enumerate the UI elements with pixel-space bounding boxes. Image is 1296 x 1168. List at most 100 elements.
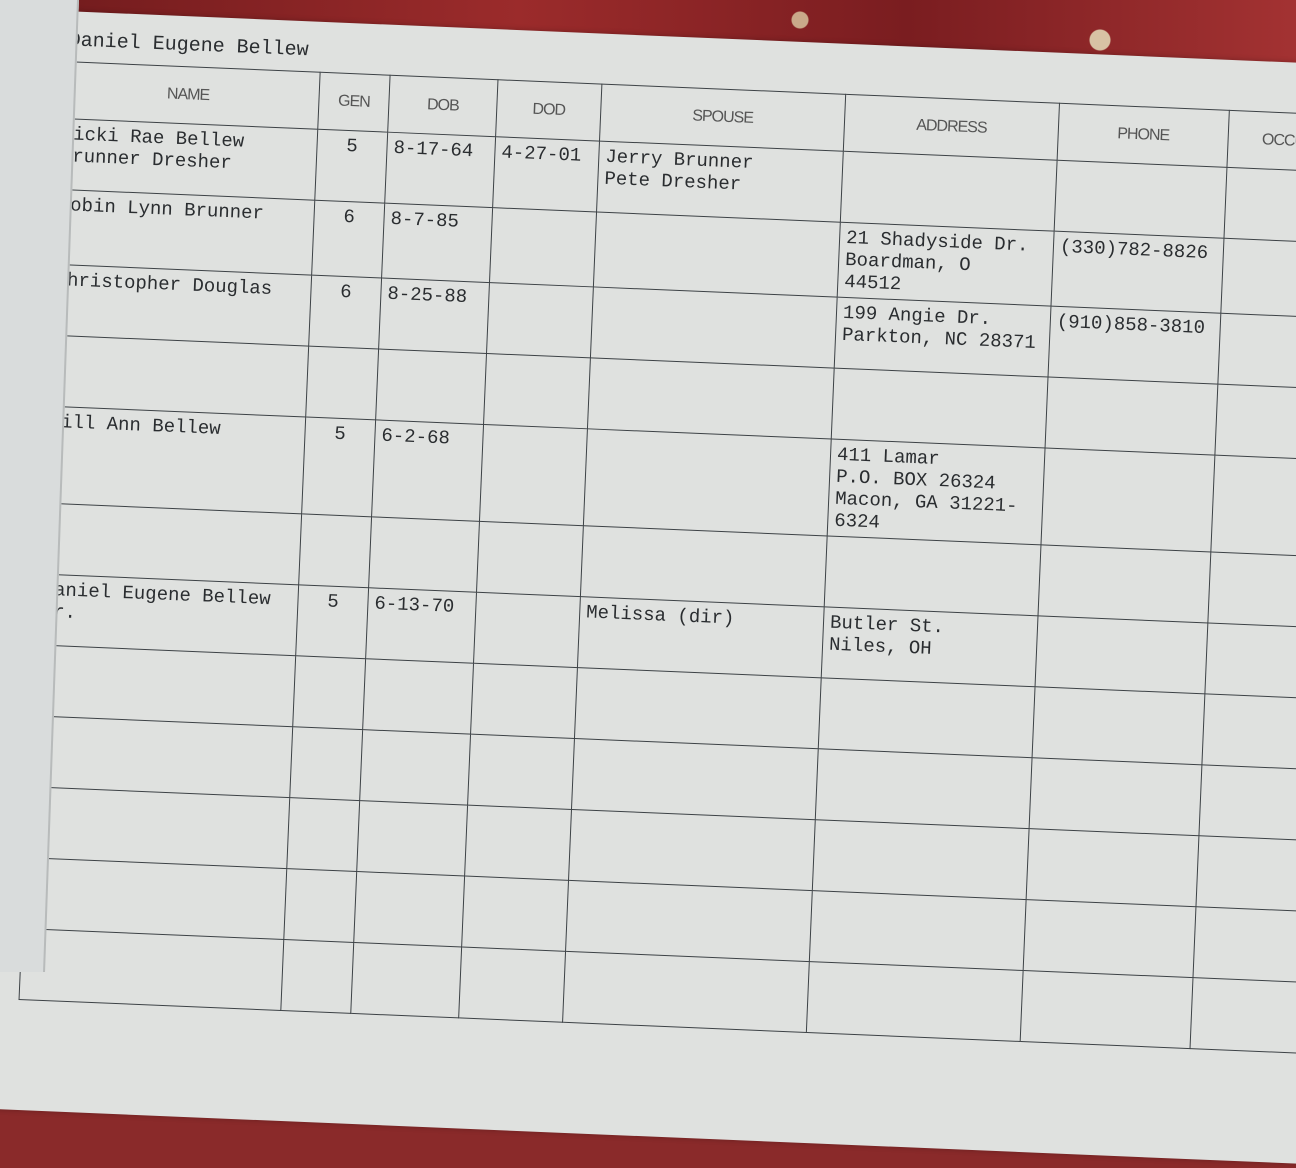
cell-spouse xyxy=(562,951,810,1033)
cell-address xyxy=(809,890,1027,971)
cell-gen xyxy=(298,513,372,588)
cell-dob: 8-7-85 xyxy=(381,203,493,283)
column-header: GEN xyxy=(317,72,391,133)
cell-address: 199 Angie Dr. Parkton, NC 28371 xyxy=(834,297,1051,378)
cell-spouse xyxy=(593,211,841,298)
cell-occupation xyxy=(1198,764,1296,842)
cell-spouse xyxy=(587,357,835,440)
cell-name xyxy=(24,786,290,869)
cell-gen: 6 xyxy=(308,275,382,349)
cell-dod xyxy=(489,207,597,287)
record-sheet: Daniel Eugene Bellew NAME GEN DOB DOD SPOUSE… xyxy=(0,10,1296,1168)
cell-spouse: Melissa (dir) xyxy=(577,596,825,678)
cell-occupation xyxy=(1210,455,1296,558)
cell-occupation xyxy=(1214,384,1296,461)
cell-spouse xyxy=(574,667,822,749)
cell-dob xyxy=(375,348,487,425)
cell-gen: 6 xyxy=(311,200,385,279)
cell-name xyxy=(30,644,296,727)
page-title: Daniel Eugene Bellew xyxy=(68,29,310,63)
cell-name: Robin Lynn Brunner xyxy=(49,189,315,276)
cell-name: Christopher Douglas xyxy=(46,264,312,347)
cell-dod xyxy=(461,876,569,952)
column-header: OCCUPATI xyxy=(1226,110,1296,174)
cell-address xyxy=(831,368,1049,448)
cell-gen xyxy=(292,655,366,730)
cell-gen xyxy=(286,797,360,872)
cell-phone xyxy=(1020,970,1193,1049)
cell-spouse: Jerry Brunner Pete Dresher xyxy=(596,141,844,223)
cell-name: Jill Ann Bellew xyxy=(39,406,306,514)
cell-spouse xyxy=(590,286,838,369)
cell-dob xyxy=(353,871,465,947)
cell-gen xyxy=(280,939,354,1014)
cell-occupation xyxy=(1223,167,1296,245)
cell-dod xyxy=(483,353,591,429)
cell-spouse xyxy=(571,738,819,820)
cell-address xyxy=(818,677,1036,758)
cell-gen xyxy=(305,346,379,420)
cell-gen xyxy=(289,726,363,801)
cell-address xyxy=(806,961,1024,1042)
cell-occupation xyxy=(1207,552,1296,629)
cell-spouse xyxy=(568,809,816,891)
cell-gen: 5 xyxy=(295,584,369,659)
cell-address: Butler St. Niles, OH xyxy=(821,606,1039,687)
column-header: PHONE xyxy=(1057,103,1230,168)
column-header: SPOUSE xyxy=(599,84,846,152)
cell-address xyxy=(824,535,1041,616)
cell-dob xyxy=(362,658,474,735)
cell-gen: 5 xyxy=(314,129,388,204)
cell-name xyxy=(19,928,284,1011)
cell-occupation xyxy=(1217,313,1296,391)
cell-dob: 8-25-88 xyxy=(378,278,490,354)
cell-occupation xyxy=(1195,835,1296,913)
cell-gen xyxy=(283,868,357,943)
cell-occupation xyxy=(1201,693,1296,771)
cell-name: Daniel Eugene Bellew Jr. xyxy=(33,573,299,656)
cell-name: Vicki Rae Bellew Brunner Dresher xyxy=(53,118,318,201)
cell-dod xyxy=(476,521,584,597)
cell-dob: 6-13-70 xyxy=(365,587,477,664)
cell-dod xyxy=(479,424,588,526)
cell-phone: (910)858-3810 xyxy=(1048,306,1221,385)
cell-occupation xyxy=(1220,238,1296,320)
cell-phone xyxy=(1054,160,1227,239)
cell-address xyxy=(840,151,1058,232)
cell-gen: 5 xyxy=(301,416,376,517)
cell-address xyxy=(815,748,1033,829)
cell-name xyxy=(22,857,287,940)
cell-dod xyxy=(467,734,575,810)
column-header: DOD xyxy=(495,79,602,142)
cell-dod xyxy=(458,946,566,1023)
cell-dob xyxy=(356,800,468,877)
cell-name xyxy=(43,335,309,417)
cell-spouse xyxy=(580,525,828,607)
cell-phone xyxy=(1045,377,1218,456)
cell-dob: 8-17-64 xyxy=(384,132,496,208)
cell-phone xyxy=(1035,615,1208,694)
cell-name xyxy=(27,715,293,798)
cell-dob xyxy=(368,516,480,593)
cell-dod xyxy=(470,663,578,739)
cell-dob xyxy=(359,729,471,806)
cell-address: 411 Lamar P.O. BOX 26324 Macon, GA 31221… xyxy=(827,439,1046,545)
cell-dod xyxy=(464,805,572,881)
cell-dob xyxy=(350,942,462,1018)
cell-spouse xyxy=(583,428,832,536)
cell-occupation xyxy=(1204,622,1296,700)
cell-address: 21 Shadyside Dr. Boardman, O 44512 xyxy=(837,222,1055,307)
cell-phone xyxy=(1040,447,1215,553)
cell-phone xyxy=(1032,686,1205,765)
cell-spouse xyxy=(565,880,813,962)
cell-phone xyxy=(1038,544,1211,623)
cell-phone xyxy=(1023,899,1196,978)
column-header: DOB xyxy=(387,75,498,137)
column-header: ADDRESS xyxy=(843,94,1060,161)
cell-dod xyxy=(473,592,581,668)
cell-phone: (330)782-8826 xyxy=(1050,231,1224,314)
cell-address xyxy=(812,819,1030,900)
cell-dob: 6-2-68 xyxy=(371,419,484,522)
cell-dod xyxy=(486,282,594,358)
cell-phone xyxy=(1029,757,1202,836)
